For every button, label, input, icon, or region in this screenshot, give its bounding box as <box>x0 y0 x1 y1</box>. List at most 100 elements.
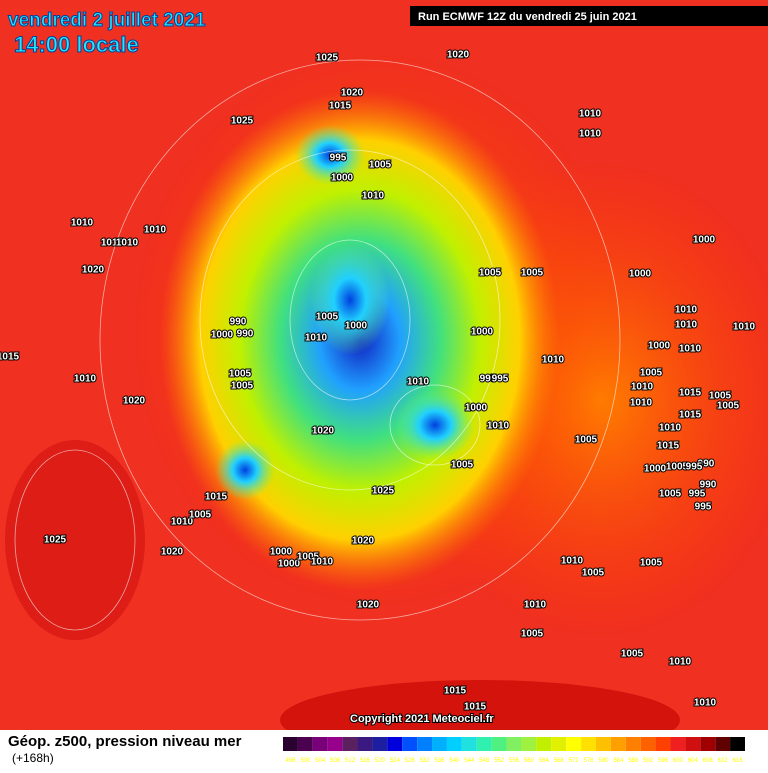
isobar-label: 1010 <box>542 355 565 366</box>
legend-label: 600 <box>673 758 684 764</box>
legend-label: 508 <box>330 758 341 764</box>
isobar-label: 1025 <box>231 116 254 127</box>
isobar-label: 1005 <box>521 629 544 640</box>
isobar-label: 1005 <box>666 462 689 473</box>
isobar-label: 1010 <box>311 557 334 568</box>
legend-label: 532 <box>420 758 431 764</box>
isobar-label: 1010 <box>579 129 602 140</box>
isobar-label: 1020 <box>352 536 375 547</box>
isobar-label: 1010 <box>144 225 167 236</box>
isobar-label: 1015 <box>101 238 124 249</box>
isobar-label: 990 <box>698 459 715 470</box>
legend-swatch <box>506 737 522 751</box>
legend-swatch <box>625 737 641 751</box>
isobar-label: 1005 <box>479 268 502 279</box>
isobar-label: 1000 <box>693 235 716 246</box>
copyright: Copyright 2021 Meteociel.fr <box>350 713 494 725</box>
isobar-label: 1010 <box>71 218 94 229</box>
legend-label: 576 <box>584 758 595 764</box>
legend-label: 612 <box>718 758 729 764</box>
isobar-label: 1010 <box>679 344 702 355</box>
isobar-label: 1010 <box>669 657 692 668</box>
legend-swatch <box>402 737 418 751</box>
isobar-label: 1010 <box>524 600 547 611</box>
isobar-label: 1010 <box>675 305 698 316</box>
legend-label: 524 <box>390 758 401 764</box>
isobar-label: 1020 <box>123 396 146 407</box>
legend-swatch <box>312 737 328 751</box>
isobar-lines <box>14 59 621 631</box>
isobar-label: 1000 <box>471 327 494 338</box>
isobar-label: 1010 <box>171 517 194 528</box>
isobar-label: 1005 <box>640 368 663 379</box>
isobar-label: 1000 <box>629 269 652 280</box>
legend-label: 604 <box>688 758 699 764</box>
isobar-label: 995 <box>330 153 347 164</box>
legend: 496 500 504 508 512 516 520 524 528 532 536 540 544 5… <box>283 737 745 764</box>
isobar-label: 1005 <box>229 369 252 380</box>
legend-label: 568 <box>554 758 565 764</box>
isobar-label: 1010 <box>659 423 682 434</box>
legend-label: 552 <box>494 758 505 764</box>
isobar-label: 1005 <box>659 489 682 500</box>
legend-label: 536 <box>434 758 445 764</box>
legend-label: 520 <box>375 758 386 764</box>
legend-label: 616 <box>733 758 744 764</box>
legend-label: 528 <box>405 758 416 764</box>
isobar-label: 1000 <box>211 330 234 341</box>
legend-swatch <box>655 737 671 751</box>
legend-label: 504 <box>315 758 326 764</box>
isobar-label: 1005 <box>717 401 740 412</box>
isobar-label: 1005 <box>575 435 598 446</box>
legend-label: 516 <box>360 758 371 764</box>
run-info: Run ECMWF 12Z du vendredi 25 juin 2021 <box>418 11 637 23</box>
low-core <box>395 390 475 460</box>
isobar-label: 1010 <box>631 382 654 393</box>
legend-swatch <box>476 737 492 751</box>
legend-label: 512 <box>345 758 356 764</box>
legend-swatch <box>283 737 298 751</box>
legend-swatch <box>730 737 745 751</box>
isobar-label: 1020 <box>357 600 380 611</box>
isobar-label: 995 <box>686 462 703 473</box>
isobar-label: 1005 <box>709 391 732 402</box>
isobar-label: 1010 <box>733 322 756 333</box>
legend-label: 540 <box>449 758 460 764</box>
isobar-label: 995 <box>689 489 706 500</box>
isobar-label: 1010 <box>675 320 698 331</box>
isobar-label: 1020 <box>82 265 105 276</box>
legend-swatch <box>297 737 313 751</box>
legend-swatch <box>432 737 447 751</box>
legend-swatch <box>536 737 552 751</box>
legend-swatch <box>670 737 686 751</box>
legend-swatch <box>640 737 656 751</box>
isobar-label: 1010 <box>305 333 328 344</box>
footer-lead: (+168h) <box>12 751 54 765</box>
legend-swatch <box>715 737 731 751</box>
isobar-label: 1015 <box>679 388 702 399</box>
legend-swatch <box>446 737 462 751</box>
isobar-label: 1020 <box>161 547 184 558</box>
isobar-label: 1020 <box>312 426 335 437</box>
low-core <box>215 440 275 500</box>
isobar-label: 1015 <box>444 686 467 697</box>
isobar-label: 1010 <box>362 191 385 202</box>
isobar-label: 1005 <box>621 649 644 660</box>
legend-label: 592 <box>643 758 654 764</box>
isobar-label: 1025 <box>316 53 339 64</box>
legend-swatch <box>566 737 582 751</box>
isobar-label: 1015 <box>679 410 702 421</box>
isobar-label: 990 <box>237 329 254 340</box>
legend-label: 588 <box>628 758 639 764</box>
isobar-label: 1010 <box>487 421 510 432</box>
isobar-label: 990 <box>230 317 247 328</box>
isobar-label: 1005 <box>316 312 339 323</box>
legend-label: 584 <box>613 758 624 764</box>
legend-swatch <box>700 737 716 751</box>
warm-core <box>5 440 145 640</box>
isobar-label: 990 <box>700 480 717 491</box>
legend-swatch <box>581 737 596 751</box>
isobar-label: 1010 <box>579 109 602 120</box>
isobar-label: 1025 <box>44 535 67 546</box>
